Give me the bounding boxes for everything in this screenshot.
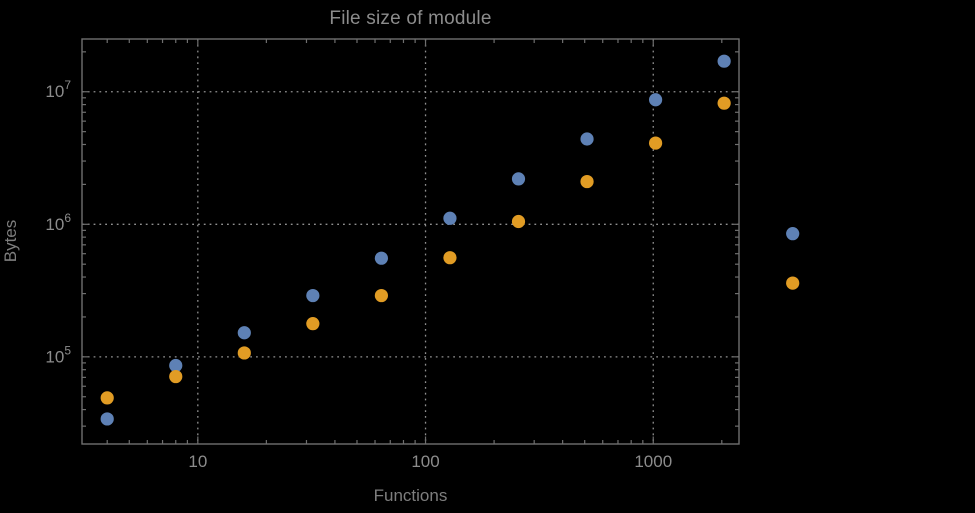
data-point-blue <box>306 288 320 303</box>
data-point-blue <box>580 132 594 146</box>
data-point-blue <box>374 251 389 265</box>
data-point-blue <box>786 227 800 241</box>
y-tick-label: 106 <box>45 211 71 234</box>
data-point-orange <box>443 251 457 265</box>
data-point-orange <box>511 214 526 229</box>
data-point-blue <box>443 211 457 225</box>
data-point-orange <box>786 276 800 290</box>
x-tick-label: 1000 <box>634 452 672 471</box>
data-point-blue <box>717 54 731 68</box>
data-point-orange <box>580 174 594 189</box>
y-tick-label: 107 <box>45 78 71 101</box>
data-point-blue <box>169 358 183 373</box>
data-point-orange <box>169 369 183 384</box>
data-point-blue <box>648 93 663 107</box>
data-point-blue <box>237 326 251 340</box>
data-point-orange <box>306 317 320 331</box>
x-tick-label: 100 <box>411 452 439 471</box>
y-tick-label: 105 <box>45 343 71 366</box>
data-point-orange <box>374 288 389 303</box>
data-point-orange <box>717 96 731 110</box>
data-point-orange <box>237 346 251 360</box>
data-point-orange <box>100 391 114 405</box>
x-axis-label: Functions <box>373 486 448 505</box>
x-tick-label: 10 <box>188 452 207 471</box>
data-point-orange <box>648 136 663 150</box>
chart-title: File size of module <box>329 8 492 29</box>
data-point-blue <box>511 172 526 186</box>
data-point-blue <box>100 412 114 426</box>
plot-frame <box>81 38 740 445</box>
